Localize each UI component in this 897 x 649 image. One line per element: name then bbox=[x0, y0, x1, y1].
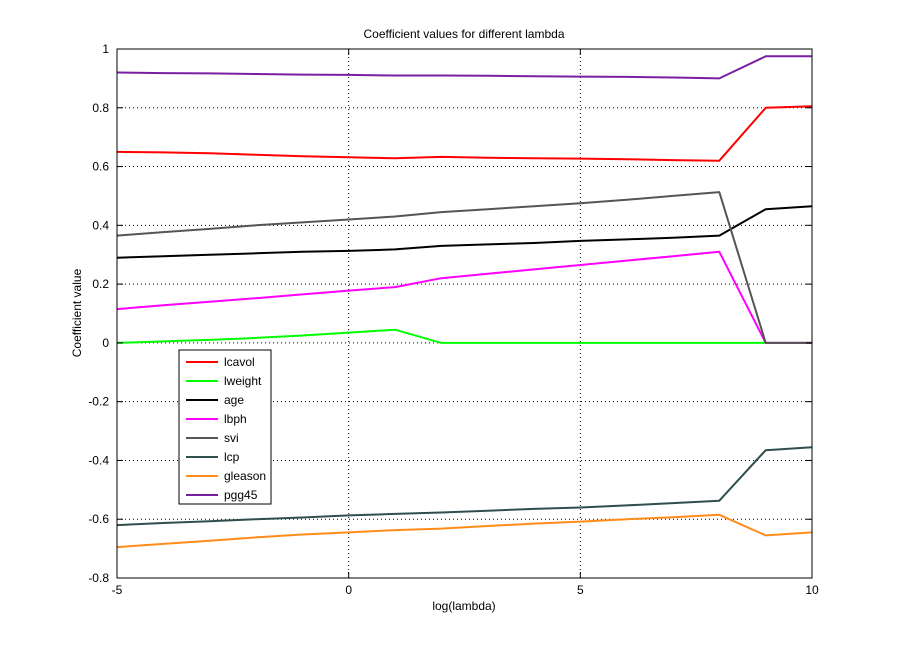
legend-label-age: age bbox=[224, 393, 244, 407]
y-tick-label: 0.2 bbox=[92, 277, 109, 291]
x-tick-label: 5 bbox=[577, 583, 584, 597]
series-line-gleason bbox=[116, 513, 813, 549]
legend-label-lweight: lweight bbox=[224, 374, 262, 388]
grid-layer bbox=[117, 49, 812, 578]
plot-frame bbox=[116, 48, 813, 579]
series-line-age bbox=[116, 205, 813, 259]
series-line-lcp bbox=[116, 446, 813, 527]
x-tick-label: 10 bbox=[805, 583, 819, 597]
legend-box bbox=[178, 349, 272, 505]
legend-label-lcavol: lcavol bbox=[224, 355, 255, 369]
series-line-lweight bbox=[116, 328, 812, 344]
tick-layer: -5 0 5 10 -0.8 -0.6 -0.4 -0.2 0 0.2 0.4 0.6 0.8 1 bbox=[88, 42, 819, 597]
series-layer bbox=[116, 55, 813, 549]
series-line-lcavol bbox=[116, 105, 813, 162]
y-tick-label: 1 bbox=[102, 42, 109, 56]
y-tick-label: 0.8 bbox=[92, 101, 109, 115]
series-line-pgg45 bbox=[116, 55, 812, 80]
legend-items: lcavol lweight age lbph svi lcp gleason pgg45 bbox=[186, 355, 266, 502]
x-tick-label: 0 bbox=[345, 583, 352, 597]
y-tick-label: 0.4 bbox=[92, 218, 109, 232]
legend-label-lbph: lbph bbox=[224, 412, 247, 426]
legend-label-pgg45: pgg45 bbox=[224, 488, 258, 502]
y-tick-label: -0.6 bbox=[88, 512, 109, 526]
y-tick-label: -0.2 bbox=[88, 395, 109, 409]
legend-label-lcp: lcp bbox=[224, 450, 240, 464]
x-tick-label: -5 bbox=[112, 583, 123, 597]
legend-label-svi: svi bbox=[224, 431, 239, 445]
chart-title: Coefficient values for different lambda bbox=[363, 27, 564, 41]
y-tick-label: 0 bbox=[102, 336, 109, 350]
series-line-svi bbox=[116, 191, 812, 344]
x-axis-label: log(lambda) bbox=[432, 599, 495, 613]
y-tick-label: 0.6 bbox=[92, 160, 109, 174]
legend: lcavol lweight age lbph svi lcp gleason pgg45 bbox=[178, 349, 272, 505]
y-tick-label: -0.4 bbox=[88, 453, 109, 467]
series-line-lbph bbox=[116, 250, 812, 344]
legend-label-gleason: gleason bbox=[224, 469, 266, 483]
y-tick-label: -0.8 bbox=[88, 571, 109, 585]
y-axis-label: Coefficient value bbox=[70, 268, 84, 357]
